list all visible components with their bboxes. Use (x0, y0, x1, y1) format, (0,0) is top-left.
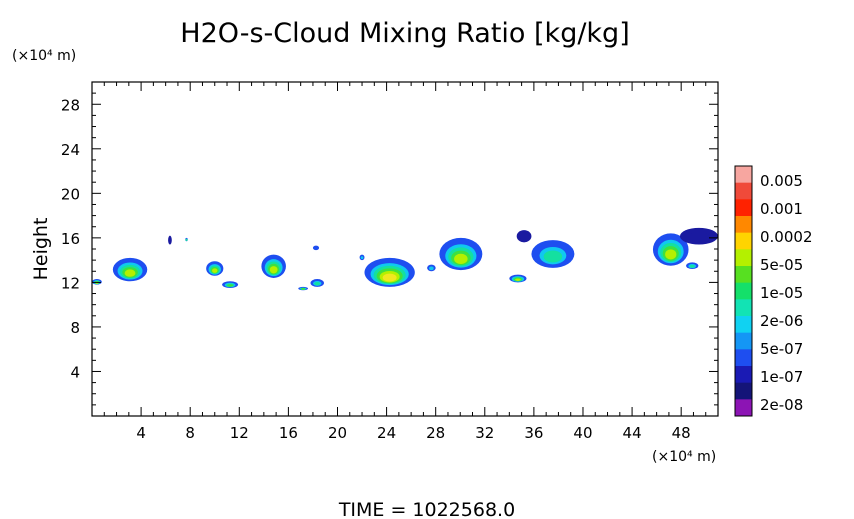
x-axis: 4 8 12 16 20 24 28 32 36 40 44 48 (103, 82, 707, 442)
cloud-cell-4 (185, 237, 188, 242)
cloud-cell-17 (531, 240, 575, 268)
cloud-cell-11 (359, 254, 365, 261)
colorbar-swatch (735, 349, 752, 367)
colorbar-swatch (735, 282, 752, 300)
cloud-level (314, 247, 318, 250)
cloud-level (519, 233, 529, 241)
y-tick-label: 12 (61, 274, 80, 292)
y-tick-label: 16 (61, 230, 80, 248)
cloud-cell-8 (298, 286, 309, 291)
cloud-level (547, 253, 559, 261)
colorbar-swatch (735, 316, 752, 334)
cloud-cell-18 (652, 233, 689, 266)
cloud-level (688, 231, 710, 242)
cloud-cell-7 (261, 254, 286, 278)
y-tick-label: 28 (61, 96, 80, 114)
colorbar-label: 1e-07 (760, 368, 803, 386)
cloud-level (271, 268, 276, 273)
cloud-cell-13 (427, 264, 436, 272)
colorbar-frame (734, 165, 753, 417)
colorbar-label: 2e-06 (760, 312, 803, 330)
cloud-level (185, 238, 188, 241)
colorbar-label: 0.005 (760, 172, 803, 190)
colorbar-swatch (735, 232, 752, 250)
cloud-cell-12 (364, 257, 415, 287)
cloud-cell-14 (439, 237, 483, 271)
cloud-level (315, 282, 319, 285)
cloud-cell-20 (686, 262, 699, 270)
cloud-cell-19 (679, 227, 718, 245)
cloud-cell-5 (206, 261, 224, 276)
plot-frame (91, 81, 719, 417)
cloud-cell-10 (312, 245, 320, 251)
x-tick-label: 20 (328, 424, 347, 442)
colorbar-label: 1e-05 (760, 284, 803, 302)
cloud-level (457, 256, 465, 263)
colorbar-swatch (735, 399, 752, 417)
colorbar-label: 5e-05 (760, 256, 803, 274)
x-tick-label: 32 (475, 424, 494, 442)
x-unit-label: (×10⁴ m) (652, 449, 716, 465)
x-tick-label: 44 (623, 424, 642, 442)
cloud-cell-6 (222, 281, 239, 288)
y-axis-label: Height (30, 218, 52, 281)
cloud-level (302, 288, 305, 291)
cloud-level (228, 284, 232, 287)
cloud-level (168, 237, 171, 243)
y-axis: 4 8 12 16 20 24 28 (61, 92, 718, 406)
colorbar-swatch (735, 332, 752, 350)
y-tick-label: 24 (61, 141, 80, 159)
y-tick-label: 8 (70, 319, 80, 337)
y-tick-label: 4 (70, 363, 80, 381)
x-tick-label: 16 (279, 424, 298, 442)
colorbar-swatch (735, 249, 752, 267)
x-tick-label: 8 (185, 424, 195, 442)
colorbar: 0.005 0.001 0.0002 5e-05 1e-05 2e-06 5e-07 1e-0… (734, 165, 813, 417)
cloud-cell-16 (509, 274, 527, 283)
cloud-level (430, 267, 433, 270)
cloud-level (690, 265, 694, 268)
cloud-level (667, 252, 674, 259)
x-tick-label: 24 (377, 424, 396, 442)
time-label: TIME = 1022568.0 (338, 499, 515, 519)
colorbar-label: 0.001 (760, 200, 803, 218)
cloud-level (516, 278, 520, 281)
chart-title: H2O-s-Cloud Mixing Ratio [kg/kg] (180, 18, 629, 49)
colorbar-swatch (735, 182, 752, 200)
colorbar-swatch (735, 216, 752, 234)
cloud-level (361, 256, 364, 259)
colorbar-swatch (735, 266, 752, 284)
colorbar-swatch (735, 382, 752, 400)
cloud-cell-15 (516, 230, 532, 243)
cloud-level (213, 269, 217, 273)
cloud-cell-1 (92, 279, 102, 285)
x-tick-label: 48 (672, 424, 691, 442)
cloud-cell-3 (168, 235, 172, 245)
y-unit-label: (×10⁴ m) (12, 48, 76, 64)
colorbar-label: 0.0002 (760, 228, 813, 246)
x-tick-label: 28 (426, 424, 445, 442)
cloud-cell-2 (112, 257, 148, 282)
cloud-cells (92, 227, 718, 291)
cloud-cell-9 (310, 279, 324, 287)
colorbar-swatch (735, 166, 752, 184)
colorbar-label: 2e-08 (760, 396, 803, 414)
cloud-level (126, 271, 134, 276)
x-tick-label: 4 (136, 424, 146, 442)
colorbar-swatch (735, 366, 752, 384)
x-tick-label: 36 (524, 424, 543, 442)
x-tick-label: 12 (230, 424, 249, 442)
colorbar-swatch (735, 299, 752, 317)
colorbar-swatch (735, 199, 752, 217)
y-tick-label: 20 (61, 185, 80, 203)
cloud-level (385, 276, 394, 281)
x-tick-label: 40 (573, 424, 592, 442)
colorbar-label: 5e-07 (760, 340, 803, 358)
